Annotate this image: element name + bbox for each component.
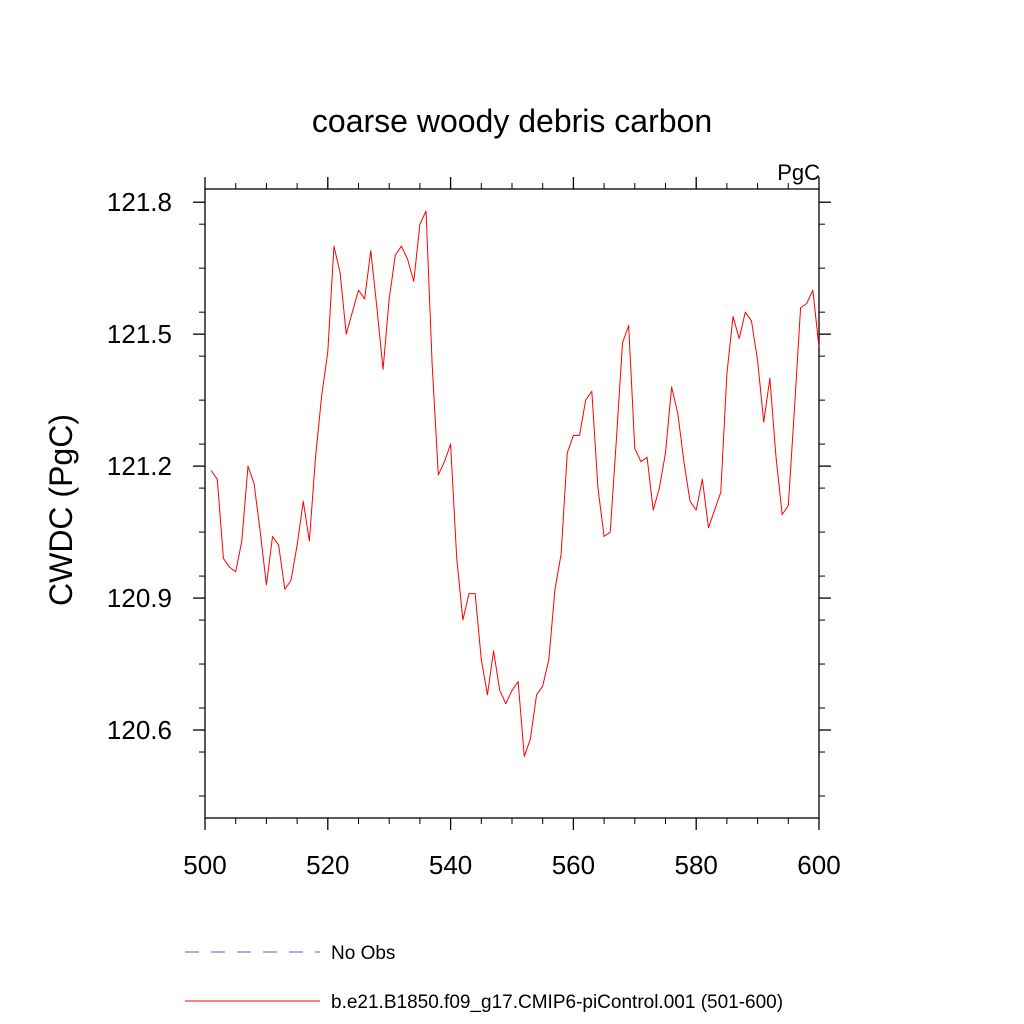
series-line	[210, 210, 820, 757]
legend-label-control-run: b.e21.B1850.f09_g17.CMIP6-piControl.001 …	[331, 992, 783, 1013]
y-axis-ticks: 120.6 120.9 121.2 121.5 121.8	[107, 187, 831, 797]
y-tick-label: 120.6	[107, 715, 172, 745]
x-tick-label: 560	[552, 850, 595, 880]
y-tick-label: 121.2	[107, 451, 172, 481]
x-axis-ticks: 500 520 540 560 580 600	[183, 177, 841, 880]
legend-label-no-obs: No Obs	[331, 943, 395, 964]
y-axis-label: CWDC (PgC)	[43, 414, 79, 606]
plot-frame	[204, 188, 820, 819]
legend: No Obs b.e21.B1850.f09_g17.CMIP6-piContr…	[185, 943, 783, 1013]
chart-title: coarse woody debris carbon	[312, 103, 712, 139]
x-tick-label: 500	[183, 850, 226, 880]
y-tick-label: 121.8	[107, 187, 172, 217]
y-tick-label: 121.5	[107, 319, 172, 349]
series-layer	[210, 210, 820, 757]
y-tick-label: 120.9	[107, 583, 172, 613]
x-tick-label: 520	[306, 850, 349, 880]
x-tick-label: 580	[675, 850, 718, 880]
x-tick-label: 540	[429, 850, 472, 880]
units-label: PgC	[777, 160, 820, 185]
x-tick-label: 600	[797, 850, 840, 880]
